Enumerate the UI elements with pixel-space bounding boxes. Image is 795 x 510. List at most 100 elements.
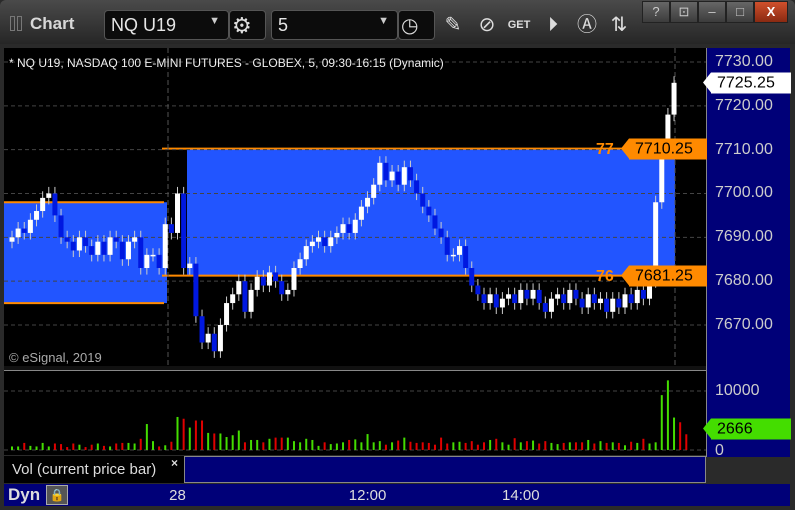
candle (322, 237, 328, 247)
lock-icon[interactable]: 🔒 (46, 485, 68, 505)
candle (579, 298, 585, 308)
candle (358, 206, 364, 220)
candle (260, 276, 266, 286)
candle (352, 219, 358, 233)
volume-pane[interactable] (4, 370, 706, 455)
drag-handle[interactable] (17, 16, 22, 31)
time-tick: 12:00 (348, 487, 387, 504)
candle (616, 298, 622, 308)
candle (487, 294, 493, 304)
candle (242, 281, 248, 312)
price-chart[interactable]: * NQ U19, NASDAQ 100 E-MINI FUTURES - GL… (4, 48, 706, 366)
help-button[interactable]: ? (642, 1, 670, 23)
link-icon[interactable]: ⇅ (610, 14, 628, 36)
candle (414, 180, 420, 194)
candle (83, 237, 89, 247)
window-menu-icon: ⊡ (678, 4, 690, 19)
candle (383, 162, 389, 181)
time-mode-label[interactable]: Dyn (8, 485, 41, 504)
candle (168, 224, 174, 233)
candle (132, 237, 138, 242)
candle (316, 237, 321, 242)
price-tick: 7720.00 (715, 96, 773, 114)
close-button[interactable]: X (754, 1, 788, 23)
candle (585, 294, 591, 308)
candle (107, 237, 113, 255)
symbol-select[interactable]: NQ U19 ▼ (104, 10, 229, 40)
volume-tick: 10000 (715, 382, 760, 399)
close-study-icon[interactable]: × (171, 456, 179, 470)
candle (591, 294, 597, 304)
price-tick: 7730.00 (715, 53, 773, 70)
candle (125, 241, 131, 260)
price-axis[interactable]: 7730.00 7720.00 7710.00 7700.00 7690.00 7680.… (621, 48, 791, 459)
play-icon[interactable]: ⏵ (548, 14, 558, 36)
candle (248, 289, 254, 312)
candle (475, 285, 481, 295)
candle (573, 289, 579, 299)
time-tick: 14:00 (502, 487, 540, 504)
pane-divider[interactable] (4, 366, 790, 370)
candle (46, 193, 52, 198)
candle (536, 289, 542, 304)
time-axis[interactable]: Dyn 🔒 28 12:00 14:00 (4, 484, 790, 506)
candle (653, 202, 659, 282)
candle (524, 289, 530, 299)
maximize-button[interactable]: □ (726, 1, 754, 23)
minimize-button[interactable]: – (698, 1, 726, 23)
candle (542, 303, 548, 312)
candle (628, 294, 634, 304)
candle (659, 149, 665, 203)
candle (211, 333, 217, 352)
drag-handle[interactable] (10, 16, 15, 31)
study-area (184, 456, 706, 483)
candle (634, 289, 640, 304)
volume-tick: 0 (715, 442, 724, 459)
candle (309, 241, 315, 247)
chart-study-icon[interactable]: ⊘ (478, 14, 496, 36)
candle (438, 228, 444, 238)
interval-select[interactable]: 5 ▼ (271, 10, 398, 40)
candle (469, 268, 475, 286)
candle (230, 294, 236, 304)
candle (95, 241, 101, 255)
candle (175, 193, 181, 233)
candle (512, 294, 518, 304)
candle (187, 263, 193, 269)
candle (506, 294, 512, 299)
candle (181, 193, 187, 269)
candle (334, 232, 340, 238)
candle (328, 237, 334, 247)
zone-upper-label: 77 (596, 140, 614, 158)
get-label: GET (507, 19, 531, 31)
candle (199, 316, 205, 343)
candle (530, 289, 536, 299)
zone-high-flag: 7710.25 (621, 138, 707, 160)
candle (371, 184, 377, 198)
candle (119, 241, 125, 260)
candle (346, 224, 352, 233)
volume-study-label: Vol (current price bar) (4, 456, 184, 483)
candle (499, 298, 505, 308)
candle (518, 289, 524, 304)
get-icon[interactable]: GET (506, 12, 532, 38)
candle (64, 237, 70, 242)
candle (647, 281, 653, 299)
pencil-icon[interactable]: ✎ (444, 14, 462, 36)
candle (285, 289, 291, 295)
price-tick: 7670.00 (715, 315, 773, 333)
candle (224, 303, 230, 325)
zone-low-flag: 7681.25 (621, 265, 707, 287)
window-menu-button[interactable]: ⊡ (670, 1, 698, 23)
candle (365, 197, 371, 207)
candle (622, 294, 628, 308)
interval-value: 5 (278, 15, 289, 35)
alert-icon[interactable]: Ⓐ (577, 14, 597, 36)
candle (52, 193, 58, 216)
candle (21, 228, 27, 233)
candle (144, 254, 150, 269)
interval-time-button[interactable]: ◷ (398, 10, 435, 40)
candle (34, 211, 40, 220)
symbol-settings-button[interactable]: ⚙ (229, 10, 266, 40)
candle (481, 294, 487, 304)
